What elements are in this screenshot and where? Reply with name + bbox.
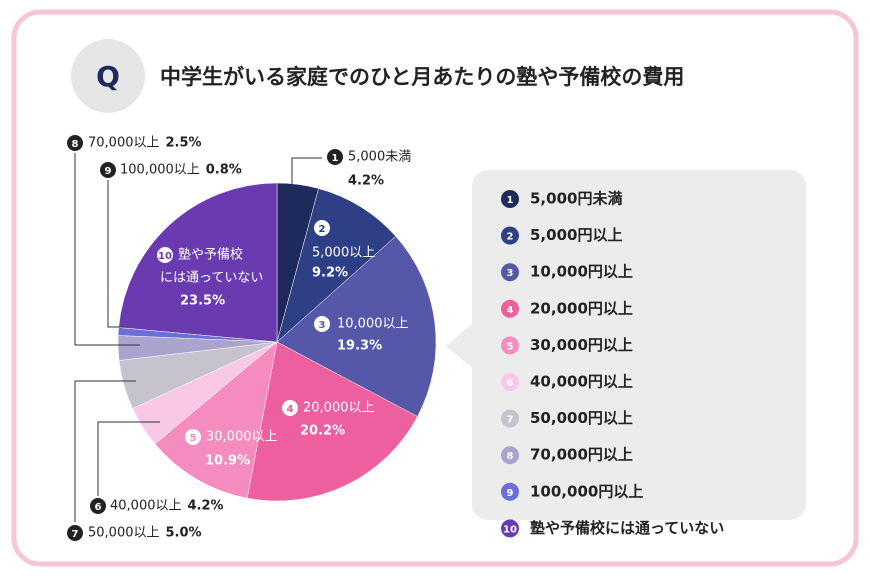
value-label: 4.2% [348,174,384,189]
legend-swatch [501,299,519,318]
chart-title: 中学生がいる家庭でのひと月あたりの塾や予備校の費用 [160,65,684,89]
value-label: 19.3% [337,339,382,354]
value-label: 23.5% [180,294,225,309]
value-label: 0.8% [206,163,242,178]
legend-box [446,170,806,520]
leader-line [74,380,136,522]
legend-label: 5,000円以上 [530,226,622,244]
value-label: 5.0% [166,526,202,541]
label-badge [67,135,83,151]
label-badge [100,162,116,178]
pie-slice [154,341,278,499]
legend-label: 20,000円以上 [530,299,633,317]
slice-label: 10,000以上 [337,317,409,332]
pie-slice [118,182,278,343]
legend-label: 10,000円以上 [530,263,633,281]
legend-swatch-number: 4 [507,305,514,316]
label-badge-number: 6 [95,502,102,513]
label-badge [185,429,201,445]
value-label: 20.2% [300,424,345,439]
legend-swatch-number: 8 [507,451,514,462]
slice-label: 50,000以上 [88,526,160,541]
legend-swatch-number: 5 [507,341,514,352]
label-badge-number: 5 [190,433,197,444]
legend-swatch [501,263,519,282]
label-badge-number: 2 [319,224,326,235]
pie-slice [276,235,437,417]
legend-swatch [501,226,519,245]
pie-slice [276,188,397,343]
legend-label: 30,000円以上 [530,336,633,354]
legend-swatch-number: 1 [507,195,514,206]
label-badge [157,247,173,263]
label-badge [282,400,298,416]
legend-label: 40,000円以上 [530,373,633,391]
legend-swatch [501,190,519,208]
label-badge-number: 9 [105,166,112,177]
legend-swatch [501,446,519,465]
label-badge-number: 1 [332,153,339,164]
legend-label: 50,000円以上 [530,409,633,427]
leader-line [97,421,160,496]
legend: 1 5,000円未満 2 5,000円以上 3 10,000円以上 4 20,000円以上 5 3… [501,190,724,538]
label-badge [327,149,343,165]
slice-label: 100,000以上 [120,163,200,178]
label-badge-number: 4 [287,404,294,415]
label-badge-number: 8 [72,139,79,150]
legend-swatch [501,409,519,428]
pie [117,182,437,502]
legend-swatch-number: 2 [507,232,514,243]
leader-line [107,180,124,328]
legend-swatch-number: 9 [507,488,514,499]
slice-label: 70,000以上 [88,136,160,151]
label-badge [314,220,330,236]
value-label: 10.9% [205,454,250,469]
slice-label: 40,000以上 [110,499,182,514]
slice-label: には通っていない [160,271,263,286]
legend-swatch [501,519,519,538]
legend-swatch [501,482,519,501]
slice-label: 30,000以上 [206,430,278,445]
slice-label: 塾や予備校 [178,247,243,263]
legend-label: 100,000円以上 [530,482,643,500]
legend-label: 70,000円以上 [530,446,633,464]
leader-line [291,157,322,190]
legend-label: 5,000円未満 [530,190,622,208]
legend-swatch-number: 7 [507,415,514,426]
legend-label: 塾や予備校には通っていない [530,519,724,537]
legend-swatch-number: 6 [507,378,514,389]
leaders [74,153,322,522]
value-label: 4.2% [188,499,224,514]
label-badge-number: 10 [158,251,172,262]
label-badge [67,525,83,541]
label-badge [90,498,106,514]
legend-swatch-number: 10 [503,524,517,535]
slice-label: 20,000以上 [303,401,375,416]
q-badge [71,39,145,113]
leader-line [74,153,140,346]
legend-swatch-number: 3 [507,268,514,279]
slice-label: 5,000以上 [312,246,375,261]
label-badge-number: 7 [72,529,79,540]
pie-slice [246,341,418,502]
label-badge-number: 3 [319,320,326,331]
legend-swatch [501,373,519,391]
value-label: 9.2% [312,266,348,281]
slice-label: 5,000未満 [348,150,411,165]
label-badge [314,316,330,332]
value-label: 2.5% [166,136,202,151]
legend-swatch [501,336,519,355]
q-letter: Q [96,60,120,93]
